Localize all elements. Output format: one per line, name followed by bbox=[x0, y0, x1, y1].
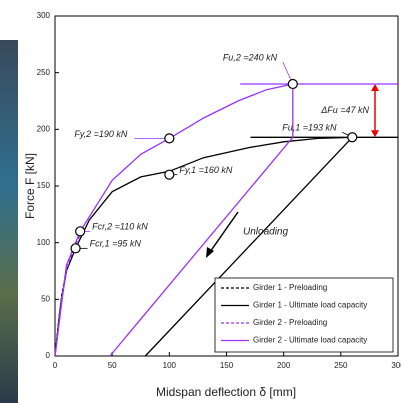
y-tick-label: 100 bbox=[37, 238, 51, 247]
x-tick-label: 200 bbox=[277, 361, 291, 370]
annotation: Fy,2 =190 kN bbox=[74, 129, 128, 139]
x-tick-label: 100 bbox=[163, 361, 177, 370]
x-tick-label: 50 bbox=[108, 361, 117, 370]
point-marker bbox=[164, 133, 175, 144]
x-tick-label: 150 bbox=[220, 361, 234, 370]
annotation: Fcr,1 =95 kN bbox=[90, 239, 142, 249]
point-marker bbox=[75, 226, 86, 237]
x-tick-label: 250 bbox=[334, 361, 348, 370]
y-tick-label: 250 bbox=[37, 68, 51, 77]
annotation: Fu,1 =193 kN bbox=[282, 123, 337, 133]
unloading-arrow bbox=[209, 211, 239, 253]
arrow-head bbox=[371, 130, 379, 138]
y-tick-label: 200 bbox=[37, 124, 51, 133]
legend bbox=[214, 277, 394, 353]
y-tick-label: 300 bbox=[37, 11, 51, 20]
x-tick-label: 0 bbox=[53, 361, 58, 370]
annotation: Fu,2 =240 kN bbox=[223, 52, 278, 62]
point-marker bbox=[347, 132, 358, 143]
unloading-label: Unloading bbox=[243, 227, 288, 238]
y-tick-label: 0 bbox=[46, 351, 51, 360]
delta-label: ΔFu =47 kN bbox=[320, 105, 369, 115]
point-marker bbox=[70, 243, 81, 254]
x-axis-label: Midspan deflection δ [mm] bbox=[156, 385, 296, 399]
legend-label: Girder 1 - Ultimate load capacity bbox=[253, 301, 367, 310]
annotation: Fy,1 =160 kN bbox=[179, 165, 233, 175]
arrow-head bbox=[206, 247, 214, 258]
point-marker bbox=[164, 169, 175, 180]
legend-label: Girder 2 - Preloading bbox=[253, 318, 327, 327]
legend-label: Girder 2 - Ultimate load capacity bbox=[253, 336, 367, 345]
legend-label: Girder 1 - Preloading bbox=[253, 283, 327, 292]
x-tick-label: 300 bbox=[391, 361, 401, 370]
y-axis-label: Force F [kN] bbox=[23, 153, 37, 219]
y-tick-label: 150 bbox=[37, 181, 51, 190]
annotation: Fcr,2 =110 kN bbox=[92, 222, 148, 232]
series-line bbox=[54, 83, 398, 357]
y-tick-label: 50 bbox=[41, 294, 50, 303]
background-photo bbox=[0, 40, 18, 403]
point-marker bbox=[287, 78, 298, 90]
arrow-head bbox=[371, 84, 379, 91]
